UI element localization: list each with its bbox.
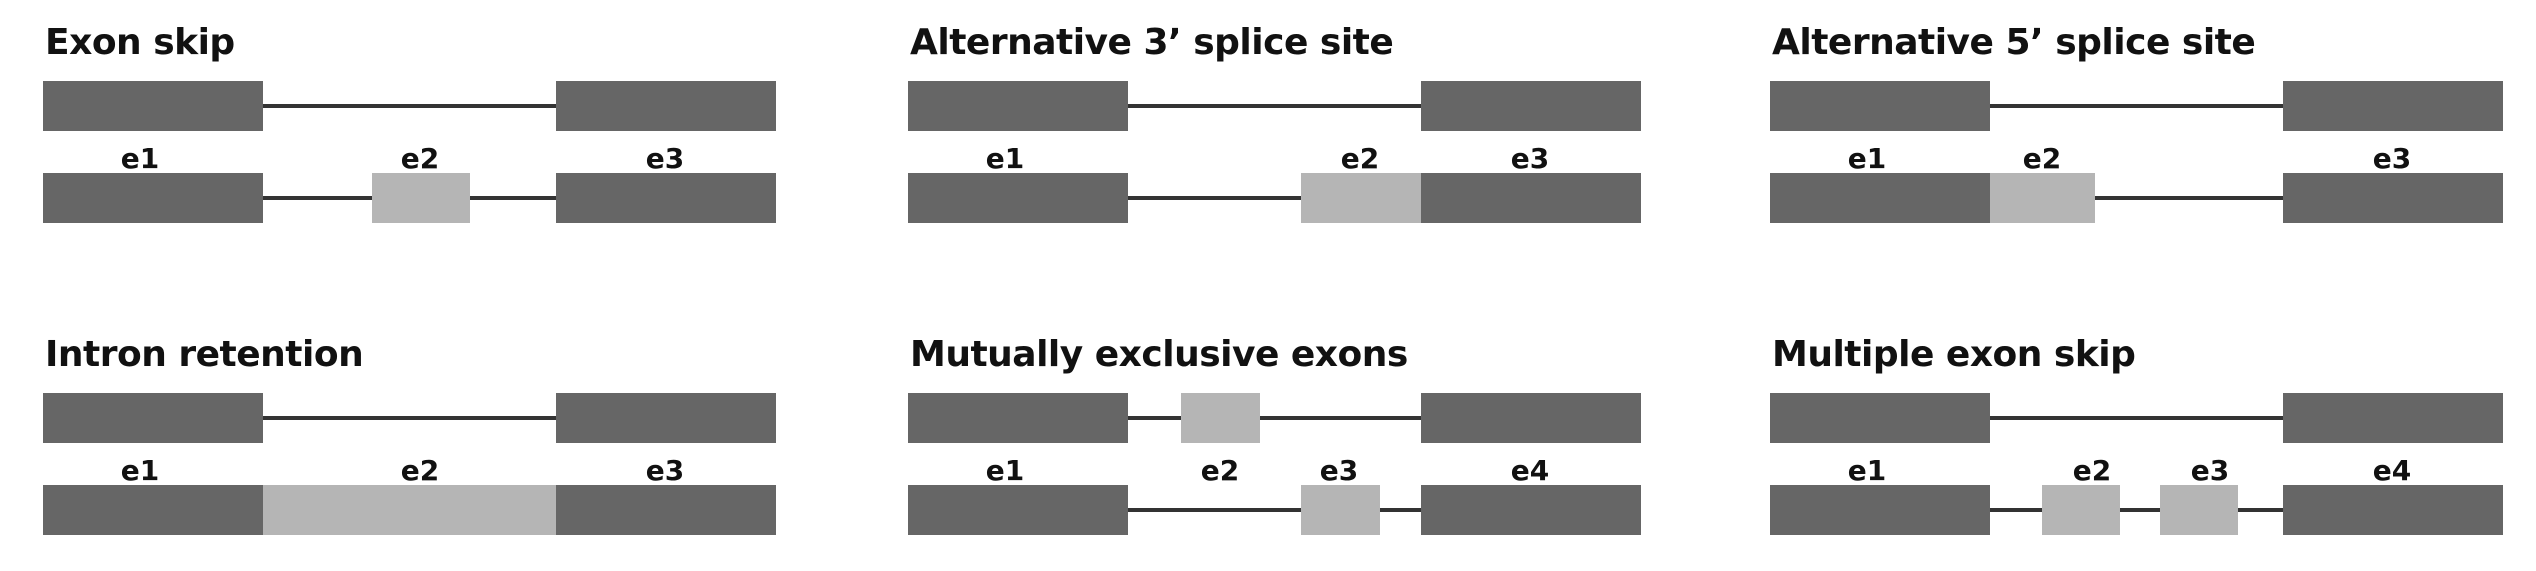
exon-label-e3: e3 bbox=[646, 142, 684, 175]
exon-label-e1: e1 bbox=[986, 142, 1024, 175]
constitutive-exon bbox=[908, 173, 1128, 223]
top-isoform bbox=[908, 393, 1641, 443]
constitutive-exon bbox=[2283, 173, 2503, 223]
constitutive-exon bbox=[1421, 485, 1641, 535]
top-isoform bbox=[43, 81, 776, 131]
panel-2: Alternative 3’ splice site e1 e2 e3 bbox=[908, 22, 1641, 223]
panel-6: Multiple exon skip e1 e2 e3 e4 bbox=[1770, 334, 2503, 535]
exon-label-e1: e1 bbox=[121, 142, 159, 175]
exon-label-e2: e2 bbox=[1341, 142, 1379, 175]
exon-label-e2: e2 bbox=[401, 454, 439, 487]
constitutive-exon bbox=[908, 485, 1128, 535]
bottom-isoform bbox=[1770, 173, 2503, 223]
alternative-exon bbox=[1990, 173, 2095, 223]
constitutive-exon bbox=[1770, 485, 1990, 535]
alternative-exon bbox=[2160, 485, 2238, 535]
constitutive-exon bbox=[556, 393, 776, 443]
alternative-exon bbox=[263, 485, 556, 535]
exon-label-e1: e1 bbox=[986, 454, 1024, 487]
alternative-exon bbox=[1301, 485, 1380, 535]
exon-label-e3: e3 bbox=[646, 454, 684, 487]
panel-title: Intron retention bbox=[45, 334, 363, 375]
top-isoform bbox=[908, 81, 1641, 131]
alternative-exon bbox=[372, 173, 470, 223]
exon-label-e1: e1 bbox=[1848, 454, 1886, 487]
constitutive-exon bbox=[1421, 81, 1641, 131]
exon-label-e3: e3 bbox=[1511, 142, 1549, 175]
bottom-isoform bbox=[908, 485, 1641, 535]
constitutive-exon bbox=[556, 173, 776, 223]
constitutive-exon bbox=[2283, 393, 2503, 443]
alternative-exon bbox=[1181, 393, 1260, 443]
exon-label-e2: e2 bbox=[401, 142, 439, 175]
alternative-exon bbox=[1301, 173, 1421, 223]
constitutive-exon bbox=[43, 485, 263, 535]
panel-4: Intron retention e1 e2 e3 bbox=[43, 334, 776, 535]
exon-label-e4: e4 bbox=[2373, 454, 2411, 487]
panel-5: Mutually exclusive exons e1 e2 e3 e4 bbox=[908, 334, 1641, 535]
top-isoform bbox=[43, 393, 776, 443]
top-isoform bbox=[1770, 393, 2503, 443]
constitutive-exon bbox=[1770, 81, 1990, 131]
constitutive-exon bbox=[556, 485, 776, 535]
panel-title: Exon skip bbox=[45, 22, 235, 63]
bottom-isoform bbox=[43, 173, 776, 223]
panel-3: Alternative 5’ splice site e1 e2 e3 bbox=[1770, 22, 2503, 223]
exon-label-e2: e2 bbox=[2073, 454, 2111, 487]
exon-label-e3: e3 bbox=[2191, 454, 2229, 487]
exon-label-e4: e4 bbox=[1511, 454, 1549, 487]
bottom-isoform bbox=[908, 173, 1641, 223]
constitutive-exon bbox=[43, 393, 263, 443]
constitutive-exon bbox=[1770, 393, 1990, 443]
constitutive-exon bbox=[1770, 173, 1990, 223]
panel-title: Alternative 5’ splice site bbox=[1772, 22, 2255, 63]
exon-label-e1: e1 bbox=[1848, 142, 1886, 175]
constitutive-exon bbox=[43, 81, 263, 131]
bottom-isoform bbox=[1770, 485, 2503, 535]
constitutive-exon bbox=[908, 393, 1128, 443]
constitutive-exon bbox=[1421, 393, 1641, 443]
panel-title: Alternative 3’ splice site bbox=[910, 22, 1393, 63]
exon-label-e2: e2 bbox=[1201, 454, 1239, 487]
constitutive-exon bbox=[1421, 173, 1641, 223]
panel-title: Multiple exon skip bbox=[1772, 334, 2135, 375]
exon-label-e1: e1 bbox=[121, 454, 159, 487]
exon-label-e3: e3 bbox=[2373, 142, 2411, 175]
alternative-exon bbox=[2042, 485, 2120, 535]
bottom-isoform bbox=[43, 485, 776, 535]
exon-label-e3: e3 bbox=[1320, 454, 1358, 487]
constitutive-exon bbox=[2283, 485, 2503, 535]
panel-title: Mutually exclusive exons bbox=[910, 334, 1408, 375]
panel-1: Exon skip e1 e2 e3 bbox=[43, 22, 776, 223]
constitutive-exon bbox=[556, 81, 776, 131]
constitutive-exon bbox=[43, 173, 263, 223]
constitutive-exon bbox=[908, 81, 1128, 131]
constitutive-exon bbox=[2283, 81, 2503, 131]
exon-label-e2: e2 bbox=[2023, 142, 2061, 175]
top-isoform bbox=[1770, 81, 2503, 131]
